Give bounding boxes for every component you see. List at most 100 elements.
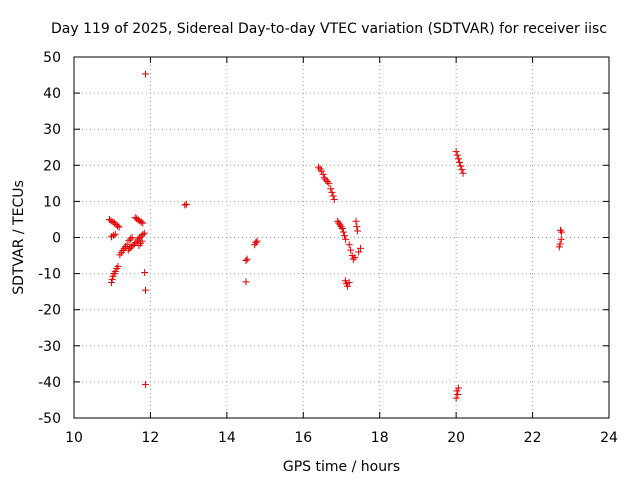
data-point-marker: [457, 162, 465, 170]
data-point-marker: [328, 188, 336, 196]
x-tick-label: 18: [371, 430, 389, 446]
y-tick-label: -40: [38, 375, 61, 391]
data-point-marker: [315, 163, 323, 171]
y-tick-label: 10: [43, 194, 61, 210]
data-point-marker: [345, 241, 353, 249]
x-tick-label: 12: [142, 430, 160, 446]
data-point-marker: [181, 201, 189, 209]
data-point-marker: [108, 275, 116, 283]
data-point-marker: [141, 380, 149, 388]
x-tick-label: 16: [294, 430, 312, 446]
data-point-marker: [336, 221, 344, 229]
data-point-marker: [141, 269, 149, 277]
data-point-marker: [129, 241, 137, 249]
data-point-marker: [345, 279, 353, 287]
data-point-marker: [557, 235, 565, 243]
y-tick-label: 0: [52, 231, 61, 247]
data-point-marker: [319, 170, 327, 178]
x-tick-label: 10: [65, 430, 83, 446]
data-point-marker: [318, 167, 326, 175]
data-point-marker: [134, 235, 142, 243]
x-tick-label: 20: [447, 430, 465, 446]
x-tick-label: 22: [524, 430, 542, 446]
data-point-marker: [352, 217, 360, 225]
data-point-marker: [344, 282, 352, 290]
data-point-marker: [138, 237, 146, 245]
data-point-marker: [556, 226, 564, 234]
data-point-marker: [555, 243, 563, 251]
data-point-marker: [458, 166, 466, 174]
data-point-marker: [114, 262, 122, 270]
data-point-marker: [111, 219, 119, 227]
data-point-marker: [456, 158, 464, 166]
data-point-marker: [139, 219, 147, 227]
data-point-marker: [132, 239, 140, 247]
data-point-marker: [139, 231, 147, 239]
y-tick-labels: 50 40 30 20 10 0 -10 -20 -30 -40 -50: [38, 50, 61, 427]
data-point-marker: [329, 192, 337, 200]
data-point-marker: [330, 196, 338, 204]
data-point-marker: [556, 240, 564, 248]
data-point-marker: [459, 169, 467, 177]
data-point-marker: [242, 278, 250, 286]
data-point-marker: [454, 155, 462, 163]
data-point-marker: [182, 200, 190, 208]
data-point-marker: [124, 246, 132, 254]
data-point-marker: [334, 217, 342, 225]
data-point-marker: [115, 223, 123, 231]
data-point-marker: [242, 257, 250, 265]
x-tick-label: 24: [600, 430, 618, 446]
data-point-marker: [347, 246, 355, 254]
data-point-marker: [454, 384, 462, 392]
data-point-marker: [338, 224, 346, 232]
y-axis-label: SDTVAR / TECUs: [11, 180, 27, 295]
chart-title: Day 119 of 2025, Sidereal Day-to-day VTE…: [51, 21, 607, 37]
data-point-marker: [252, 239, 260, 247]
data-point-marker: [123, 241, 131, 249]
data-point-marker: [111, 267, 119, 275]
x-axis-label: GPS time / hours: [283, 459, 400, 475]
y-tick-label: 30: [43, 122, 61, 138]
data-point-marker: [454, 391, 462, 399]
data-point-marker: [320, 174, 328, 182]
data-point-marker: [127, 243, 135, 251]
x-tick-labels: 10 12 14 16 18 20 22 24: [65, 430, 618, 446]
data-point-marker: [452, 148, 460, 156]
data-point-marker: [452, 394, 460, 402]
data-points: [106, 70, 566, 402]
data-point-marker: [339, 228, 347, 236]
data-point-marker: [341, 277, 349, 285]
data-point-marker: [355, 248, 363, 256]
data-point-marker: [141, 70, 149, 78]
data-point-marker: [337, 223, 345, 231]
y-tick-label: -20: [38, 303, 61, 319]
data-point-marker: [323, 178, 331, 186]
data-point-marker: [130, 240, 138, 248]
data-point-marker: [107, 279, 115, 287]
data-point-marker: [325, 179, 333, 187]
data-point-marker: [327, 185, 335, 193]
data-point-marker: [453, 387, 461, 395]
data-point-marker: [357, 244, 365, 252]
data-point-marker: [125, 236, 133, 244]
y-tick-label: 20: [43, 158, 61, 174]
data-point-marker: [127, 235, 135, 243]
data-point-marker: [141, 286, 149, 294]
data-point-marker: [354, 227, 362, 235]
y-tick-label: -30: [38, 339, 61, 355]
data-point-marker: [335, 219, 343, 227]
y-tick-label: -50: [38, 411, 61, 427]
data-point-marker: [349, 255, 357, 263]
data-point-marker: [136, 234, 144, 241]
data-point-marker: [137, 232, 145, 240]
data-point-marker: [126, 244, 134, 252]
data-point-marker: [114, 222, 122, 230]
x-tick-label: 14: [218, 430, 236, 446]
data-point-marker: [322, 176, 330, 184]
data-point-marker: [140, 229, 148, 237]
data-point-marker: [253, 237, 261, 245]
data-point-marker: [353, 223, 361, 231]
y-tick-label: -10: [38, 267, 61, 283]
